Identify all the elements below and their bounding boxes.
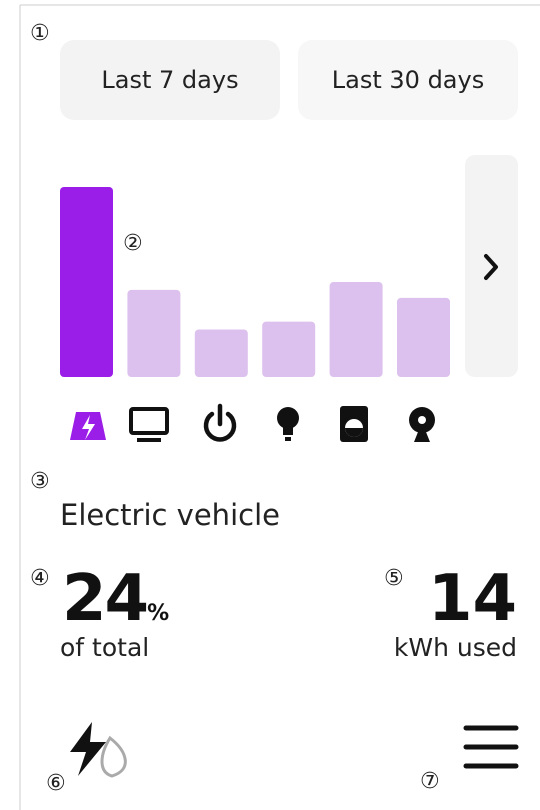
bulb-icon[interactable] [277, 407, 299, 441]
tab-label[interactable]: Last 7 days [101, 66, 238, 94]
energy-logo[interactable] [70, 722, 127, 778]
percent-number: 24 [62, 562, 147, 636]
bar[interactable] [127, 289, 181, 377]
annotation: ⑤ [384, 566, 404, 591]
bar[interactable] [329, 282, 383, 377]
chevron-icon [484, 254, 498, 280]
annotation: ⑦ [420, 769, 440, 794]
annotation: ② [123, 231, 143, 256]
annotation: ① [30, 21, 50, 46]
percent-unit: % [147, 601, 169, 626]
ev-icon[interactable] [70, 412, 106, 440]
category-name: Electric vehicle [60, 498, 280, 532]
tv-icon[interactable] [129, 407, 169, 442]
bar[interactable] [194, 329, 248, 378]
power-icon[interactable] [203, 403, 237, 442]
bar[interactable] [397, 297, 450, 377]
menu-icon[interactable] [463, 725, 519, 769]
kwh-value: 14 [428, 562, 517, 636]
bar[interactable] [262, 321, 316, 377]
tab-label[interactable]: Last 30 days [332, 66, 484, 94]
washer-icon[interactable] [340, 406, 368, 442]
annotation: ③ [30, 469, 50, 494]
tab-30-days[interactable] [298, 40, 518, 120]
bar-chart [60, 187, 450, 377]
bar[interactable] [60, 187, 113, 377]
percent-caption: of total [60, 633, 149, 662]
fan-icon[interactable] [409, 407, 435, 442]
percent-value: 24% [62, 562, 169, 636]
annotation: ④ [30, 566, 50, 591]
kwh-caption: kWh used [394, 633, 517, 662]
next-button[interactable] [465, 155, 518, 377]
tab-7-days[interactable] [60, 40, 280, 120]
annotation: ⑥ [46, 771, 66, 796]
